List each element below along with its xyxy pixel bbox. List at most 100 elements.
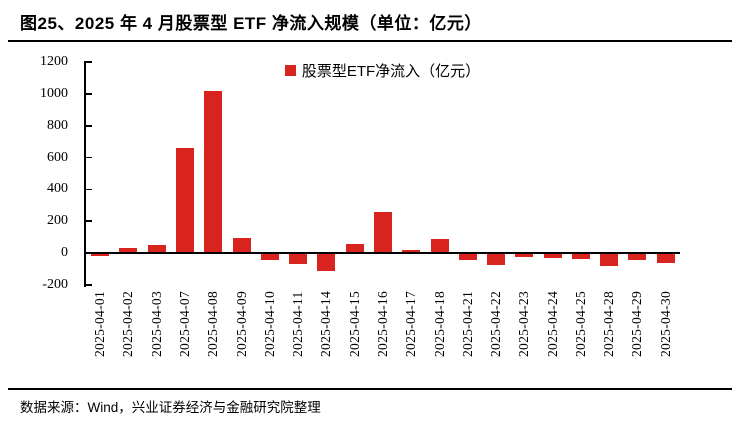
- bar-slot: [171, 62, 199, 285]
- x-axis-label-slot: 2025-04-14: [312, 291, 340, 357]
- x-axis-tick-label: 2025-04-23: [516, 291, 532, 357]
- x-axis-label-slot: 2025-04-18: [425, 291, 453, 357]
- x-axis-tick-label: 2025-04-14: [318, 291, 334, 357]
- x-axis-tick-label: 2025-04-28: [601, 291, 617, 357]
- bar-2025-04-11: [289, 253, 308, 265]
- bar-2025-04-01: [91, 253, 110, 256]
- x-axis-label-slot: 2025-04-16: [369, 291, 397, 357]
- x-axis-tick-label: 2025-04-03: [148, 291, 164, 357]
- bar-2025-04-03: [147, 245, 166, 254]
- bar-slot: [199, 62, 227, 285]
- footer-divider-line: [8, 388, 732, 390]
- bar-2025-04-21: [458, 253, 477, 260]
- bar-slot: [595, 62, 623, 285]
- x-axis-tick-label: 2025-04-25: [572, 291, 588, 357]
- y-axis-tick-label: 800: [47, 117, 68, 133]
- x-axis-tick-label: 2025-04-22: [488, 291, 504, 357]
- y-axis-tick-labels: 1200 1000 800 600 400 200 0 -200: [0, 54, 68, 292]
- bar-2025-04-18: [430, 238, 449, 254]
- x-axis-tick-label: 2025-04-21: [459, 291, 475, 357]
- y-axis-tick-label: 200: [47, 213, 68, 229]
- legend-red-square-icon: [284, 65, 296, 76]
- x-axis-tick-label: 2025-04-10: [261, 291, 277, 357]
- x-axis-label-slot: 2025-04-23: [510, 291, 538, 357]
- x-axis-tick-label: 2025-04-07: [176, 291, 192, 357]
- y-axis-tick-mark: [86, 188, 92, 191]
- bar-2025-04-22: [487, 253, 506, 266]
- title-divider-line: [8, 40, 732, 42]
- x-axis-label-slot: 2025-04-24: [539, 291, 567, 357]
- bar-slot: [143, 62, 171, 285]
- x-axis-zero-line: [84, 252, 680, 255]
- bar-2025-04-17: [402, 249, 421, 254]
- x-axis-label-slot: 2025-04-22: [482, 291, 510, 357]
- y-axis-tick-mark: [86, 61, 92, 63]
- y-axis-tick-label: 600: [47, 149, 68, 165]
- x-axis-label-slot: 2025-04-02: [114, 291, 142, 357]
- bar-series: [86, 62, 680, 285]
- bar-slot: [425, 62, 453, 285]
- x-axis-tick-label: 2025-04-15: [346, 291, 362, 357]
- x-axis-label-slot: 2025-04-15: [341, 291, 369, 357]
- y-axis-tick-mark: [86, 156, 92, 159]
- x-axis-label-slot: 2025-04-01: [86, 291, 114, 357]
- plot-area: [84, 61, 680, 287]
- chart-title: 图25、2025 年 4 月股票型 ETF 净流入规模（单位：亿元）: [20, 14, 482, 33]
- x-axis-tick-label: 2025-04-24: [544, 291, 560, 357]
- x-axis-tick-label: 2025-04-08: [205, 291, 221, 357]
- bar-2025-04-28: [600, 253, 619, 266]
- x-axis-tick-label: 2025-04-29: [629, 291, 645, 357]
- bar-slot: [86, 62, 114, 285]
- bar-2025-04-09: [232, 238, 251, 254]
- x-axis-label-slot: 2025-04-07: [171, 291, 199, 357]
- bar-2025-04-16: [373, 211, 392, 254]
- bar-slot: [312, 62, 340, 285]
- bar-slot: [454, 62, 482, 285]
- chart-legend: 股票型ETF净流入（亿元）: [85, 60, 680, 81]
- bar-slot: [482, 62, 510, 285]
- y-axis-tick-mark: [86, 93, 92, 95]
- bar-slot: [567, 62, 595, 285]
- x-axis-tick-label: 2025-04-16: [374, 291, 390, 357]
- bar-slot: [623, 62, 651, 285]
- x-axis-label-slot: 2025-04-29: [623, 291, 651, 357]
- y-axis-tick-label: 1200: [40, 54, 68, 69]
- bar-slot: [510, 62, 538, 285]
- x-axis-tick-label: 2025-04-11: [290, 291, 306, 358]
- y-axis-tick-mark: [86, 124, 92, 127]
- bar-slot: [227, 62, 255, 285]
- x-axis-tick-labels: 2025-04-01 2025-04-02 2025-04-03 2025-04-07…: [86, 291, 680, 357]
- x-axis-label-slot: 2025-04-03: [143, 291, 171, 357]
- bar-2025-04-08: [204, 91, 223, 254]
- x-axis-label-slot: 2025-04-11: [284, 291, 312, 358]
- x-axis-tick-label: 2025-04-18: [431, 291, 447, 357]
- x-axis-label-slot: 2025-04-25: [567, 291, 595, 357]
- y-axis-tick-label: 400: [47, 181, 68, 197]
- x-axis-label-slot: 2025-04-30: [652, 291, 680, 357]
- y-axis-tick-label: -200: [42, 277, 68, 292]
- bar-slot: [369, 62, 397, 285]
- y-axis-tick-mark: [86, 252, 92, 254]
- bar-2025-04-25: [571, 253, 590, 259]
- x-axis-label-slot: 2025-04-17: [397, 291, 425, 357]
- x-axis-label-slot: 2025-04-10: [256, 291, 284, 357]
- x-axis-tick-label: 2025-04-17: [403, 291, 419, 357]
- y-axis-tick-label: 1000: [40, 85, 68, 101]
- y-axis-tick-mark: [86, 284, 92, 286]
- bar-2025-04-29: [628, 253, 647, 261]
- bar-slot: [256, 62, 284, 285]
- bar-slot: [114, 62, 142, 285]
- data-source-note: 数据来源：Wind，兴业证券经济与金融研究院整理: [20, 400, 321, 415]
- bar-2025-04-10: [260, 253, 279, 260]
- x-axis-label-slot: 2025-04-08: [199, 291, 227, 357]
- y-axis-line: [84, 61, 86, 287]
- bar-2025-04-07: [175, 148, 194, 254]
- bar-2025-04-14: [317, 253, 336, 272]
- bar-2025-04-23: [515, 253, 534, 258]
- x-axis-label-slot: 2025-04-21: [454, 291, 482, 357]
- bar-2025-04-15: [345, 244, 364, 254]
- x-axis-label-slot: 2025-04-09: [227, 291, 255, 357]
- x-axis-tick-label: 2025-04-02: [120, 291, 136, 357]
- bar-slot: [652, 62, 680, 285]
- x-axis-tick-label: 2025-04-01: [92, 291, 108, 357]
